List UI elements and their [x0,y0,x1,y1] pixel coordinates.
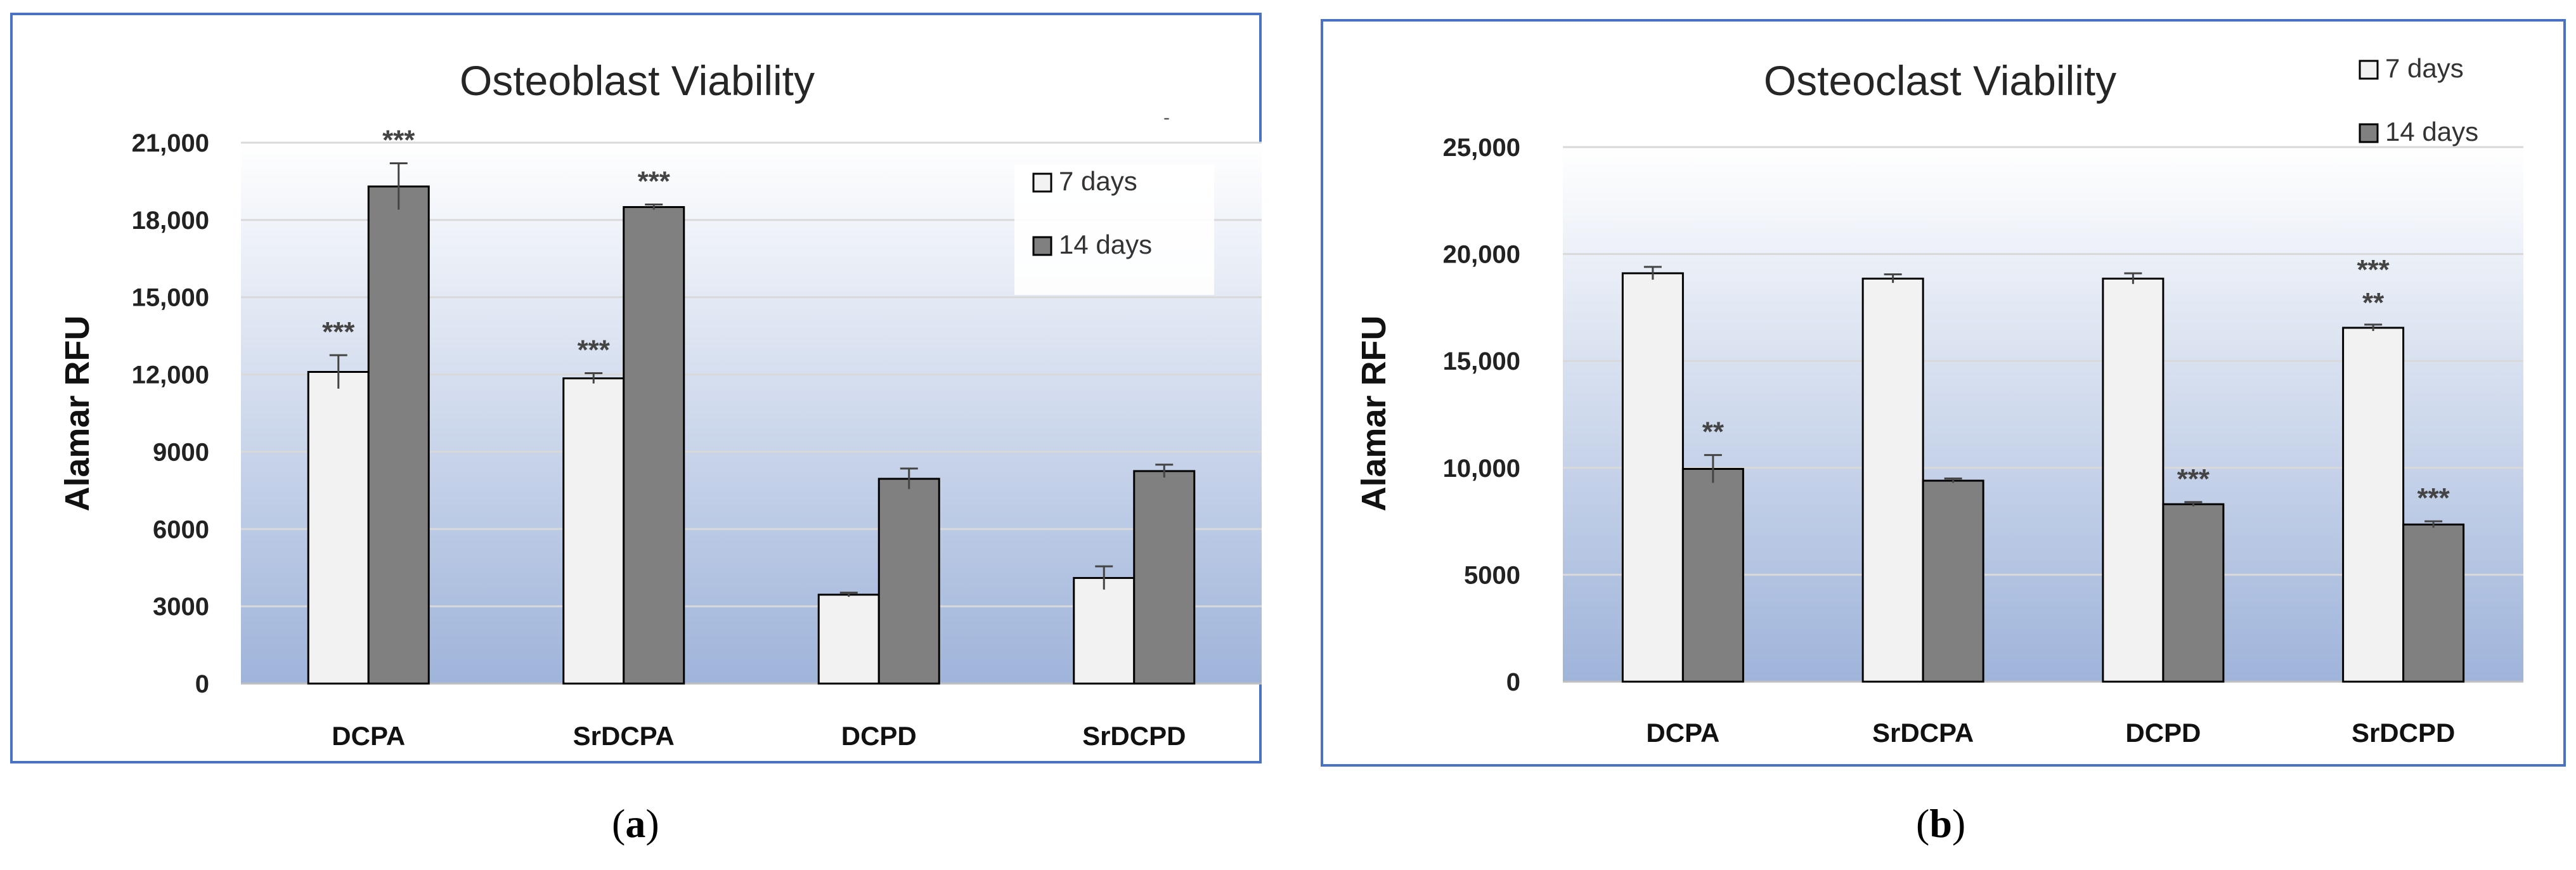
bar-14-days-srdcpd [2402,523,2465,683]
category-label-dcpd: DCPD [841,721,917,751]
y-tick-label: 3000 [153,593,209,621]
legend-swatch-14-days [2359,123,2379,143]
significance-label: *** [382,124,415,155]
osteoclast-chart: 0 5000 10,000 15,000 20,000 25,000 Osteoclast … [1321,19,2566,767]
bar-14-days-srdcpa [623,206,685,685]
y-tick-label: 21,000 [132,129,209,157]
bar-7-days-dcpa [307,371,370,685]
bar-7-days-dcpa [1621,272,1684,683]
legend-label-14-days: 14 days [2385,117,2478,146]
bar-14-days-dcpd [2162,503,2225,683]
y-tick-label: 0 [1506,668,1520,696]
bar-14-days-dcpa [367,185,430,685]
category-label-dcpa: DCPA [332,721,405,751]
y-tick-label: 18,000 [132,207,209,235]
y-axis-label: Alamar RFU [58,315,96,511]
y-tick-label: 6000 [153,516,209,543]
legend-label-14-days: 14 days [1059,230,1152,259]
legend-label-7-days: 7 days [1059,166,1137,196]
category-label-srdcpd: SrDCPD [2352,718,2455,748]
legend-label-7-days: 7 days [2385,53,2464,83]
significance-label: ** [1702,417,1725,448]
y-tick-label: 12,000 [132,361,209,389]
y-axis-label: Alamar RFU [1355,315,1393,511]
y-tick-label: 5000 [1464,561,1520,589]
bar-7-days-srdcpd [1073,576,1136,685]
y-tick-label: 25,000 [1443,134,1520,162]
bar-14-days-srdcpd [1133,470,1196,685]
panel-label-a: (a) [612,801,659,846]
bar-14-days-srdcpa [1922,479,1984,683]
legend-swatch-7-days [2359,60,2379,80]
y-tick-label: 15,000 [1443,347,1520,375]
bar-14-days-dcpd [877,477,940,685]
category-label-srdcpd: SrDCPD [1082,721,1186,751]
bar-7-days-dcpd [817,594,880,685]
category-label-dcpa: DCPA [1646,718,1719,748]
bar-14-days-dcpa [1681,467,1744,683]
significance-label: *** [638,166,671,197]
bar-7-days-srdcpd [2342,327,2405,683]
y-tick-label: 9000 [153,438,209,466]
significance-label: *** [2417,483,2450,514]
legend-swatch-7-days [1032,172,1052,193]
bar-7-days-srdcpa [1861,277,1924,683]
y-tick-label: 0 [195,670,209,698]
y-tick-label: 15,000 [132,284,209,312]
significance-label: *** ** [2357,254,2390,318]
significance-label: *** [578,335,611,366]
chart-title: Osteoclast Viability [1764,57,2116,104]
y-tick-label: 20,000 [1443,241,1520,269]
stray-mark: - [1163,107,1170,128]
category-label-dcpd: DCPD [2125,718,2201,748]
significance-label: *** [322,316,355,347]
significance-label: *** [2177,464,2210,495]
osteoblast-chart: 0 3000 6000 9000 12,000 15,000 18,000 21,000 Ost… [10,13,1262,763]
legend-swatch-14-days [1032,236,1052,256]
chart-title: Osteoblast Viability [460,57,815,104]
bar-7-days-dcpd [2102,277,2165,683]
y-tick-label: 10,000 [1443,455,1520,483]
bar-7-days-srdcpa [562,377,625,685]
panel-label-b: (b) [1916,801,1966,846]
category-label-srdcpa: SrDCPA [1872,718,1974,748]
category-label-srdcpa: SrDCPA [573,721,675,751]
